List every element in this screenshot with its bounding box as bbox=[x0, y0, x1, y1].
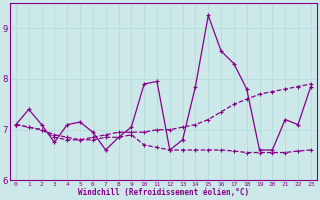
X-axis label: Windchill (Refroidissement éolien,°C): Windchill (Refroidissement éolien,°C) bbox=[78, 188, 249, 197]
